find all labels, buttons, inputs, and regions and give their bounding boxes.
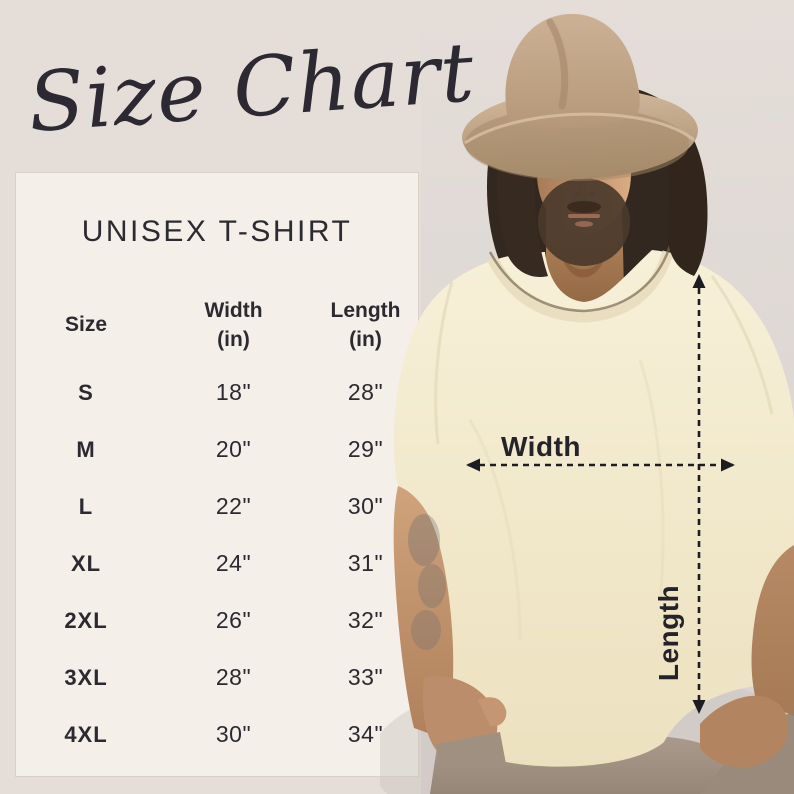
column-header-size: Size — [64, 313, 108, 337]
size-cell: 4XL — [64, 721, 108, 747]
length-cell: 33" — [347, 664, 384, 690]
width-arrow — [466, 458, 735, 472]
table-heading: UNISEX T-SHIRT — [81, 215, 353, 248]
table-row: S 18" 28" — [16, 364, 418, 421]
table-row: 4XL 30" 34" — [16, 706, 418, 763]
width-measure-label: Width — [501, 431, 581, 462]
tshirt-collar — [487, 250, 674, 323]
length-cell: 29" — [347, 436, 384, 462]
width-cell: 30" — [215, 721, 252, 747]
measurement-annotations: Width Length — [466, 274, 735, 714]
length-cell: 30" — [347, 493, 384, 519]
table-header-row: Size Width (in) Length (in) — [16, 286, 418, 364]
width-cell: 22" — [215, 493, 252, 519]
model-figure — [393, 13, 794, 794]
size-cell: M — [76, 436, 96, 462]
length-cell: 32" — [347, 607, 384, 633]
size-cell: S — [78, 379, 94, 405]
model-right-arm — [700, 545, 794, 768]
size-cell: XL — [70, 550, 102, 576]
table-row: XL 24" 31" — [16, 535, 418, 592]
size-cell: 2XL — [64, 607, 108, 633]
tattoo-mark — [408, 514, 440, 566]
column-header-width: Width (in) — [204, 298, 263, 351]
size-cell: 3XL — [64, 664, 108, 690]
model-left-arm — [393, 486, 507, 766]
table-row: M 20" 29" — [16, 421, 418, 478]
column-header-length: Length (in) — [330, 298, 401, 351]
length-cell: 31" — [347, 550, 384, 576]
length-cell: 34" — [347, 721, 384, 747]
width-cell: 18" — [215, 379, 252, 405]
fedora-hat-icon — [462, 13, 698, 181]
table-row: 3XL 28" 33" — [16, 649, 418, 706]
length-arrow — [692, 274, 706, 714]
size-cell: L — [78, 493, 94, 519]
model-tshirt — [393, 245, 794, 767]
width-cell: 26" — [215, 607, 252, 633]
width-cell: 20" — [215, 436, 252, 462]
title-script-text: Size Chart — [25, 25, 477, 151]
length-cell: 28" — [347, 379, 384, 405]
model-photo: Width Length — [380, 0, 794, 794]
width-cell: 24" — [215, 550, 252, 576]
model-beard — [538, 178, 630, 266]
table-row: 2XL 26" 32" — [16, 592, 418, 649]
model-right-hand — [700, 695, 789, 768]
length-measure-label: Length — [653, 585, 684, 681]
size-table-panel: UNISEX T-SHIRT Size Width (in) Length (i… — [15, 172, 419, 777]
table-row: L 22" 30" — [16, 478, 418, 535]
width-cell: 28" — [215, 664, 252, 690]
page-title: Size Chart — [6, 0, 486, 175]
